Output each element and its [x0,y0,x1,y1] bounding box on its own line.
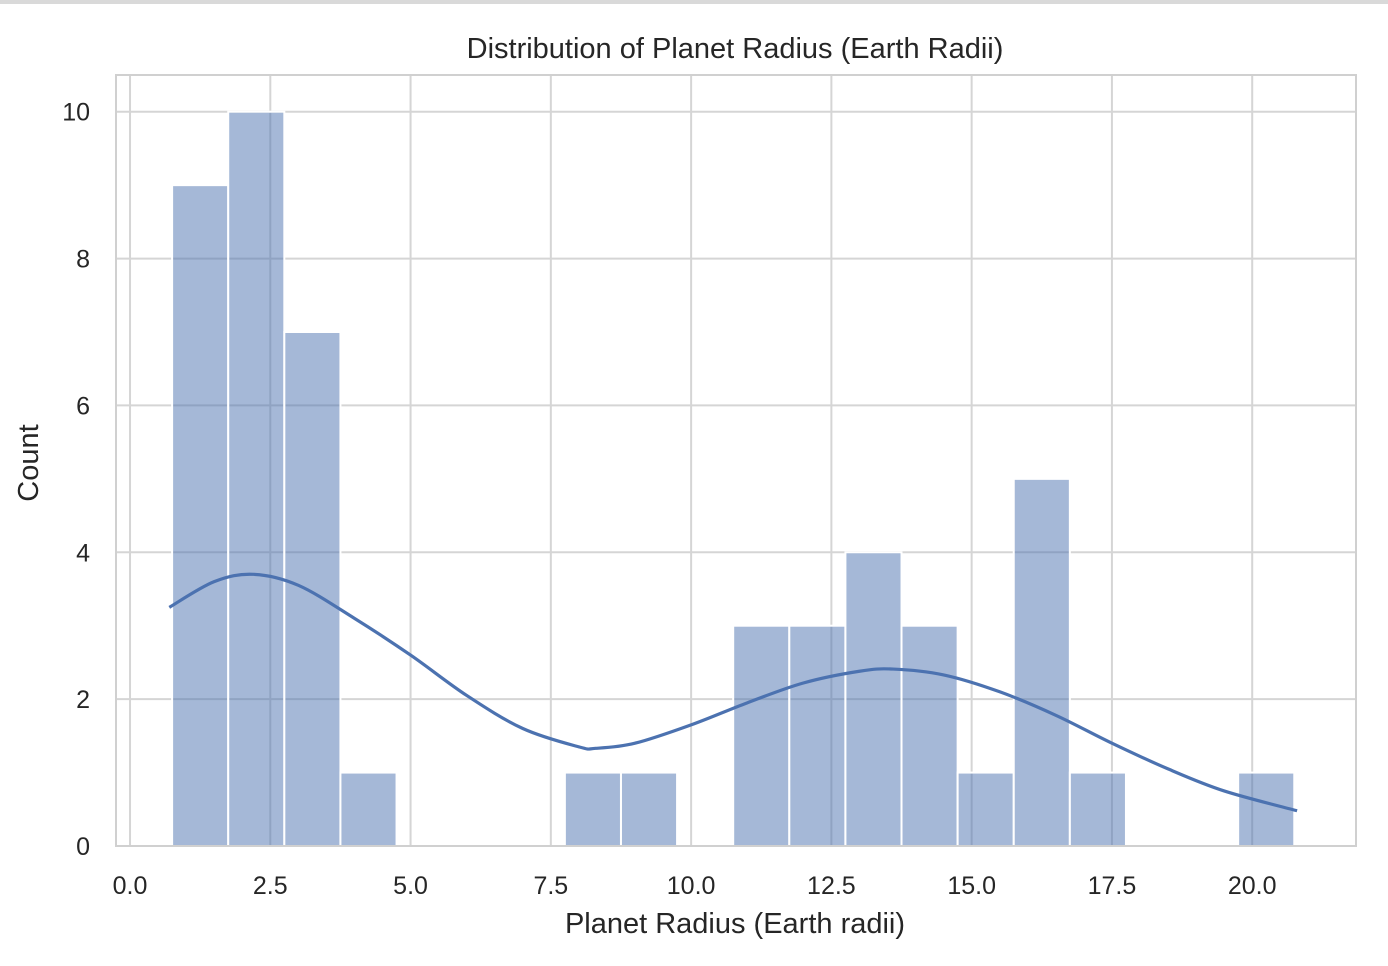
top-divider [0,0,1388,4]
x-tick-label: 2.5 [253,872,288,900]
x-tick-label: 0.0 [113,872,148,900]
histogram-bar [956,771,1015,847]
histogram-bar [227,110,286,847]
histogram-bar [1237,771,1296,847]
y-tick-labels: 0 2 4 6 8 10 [62,99,90,861]
histogram-bar [788,624,847,848]
plot-frame [115,74,1357,847]
histogram-bar [283,331,342,847]
x-tick-label: 15.0 [947,872,996,900]
chart-title: Distribution of Planet Radius (Earth Rad… [467,33,1004,65]
x-tick-label: 12.5 [807,872,856,900]
kde-curve [168,572,1298,813]
y-tick-label: 4 [76,539,90,567]
x-tick-label: 20.0 [1228,872,1277,900]
bars [171,110,1296,848]
y-tick-label: 10 [62,99,90,127]
histogram-bar [1012,477,1071,847]
kde-line [168,572,1298,813]
x-tick-label: 17.5 [1088,872,1137,900]
histogram-bar [844,551,903,847]
histogram-bar [563,771,622,847]
histogram-bar [171,184,230,847]
histogram-bar [900,624,959,848]
x-tick-labels: 0.0 2.5 5.0 7.5 10.0 12.5 15.0 17.5 20.0 [113,872,1277,900]
y-axis-label: Count [13,424,45,501]
y-tick-label: 8 [76,246,90,274]
y-tick-label: 2 [76,686,90,714]
x-tick-label: 10.0 [667,872,716,900]
histogram-bar [732,624,791,848]
x-axis-label: Planet Radius (Earth radii) [565,908,905,940]
y-tick-label: 0 [76,833,90,861]
histogram-bar [1068,771,1127,847]
x-tick-label: 7.5 [533,872,568,900]
histogram-bar [619,771,679,847]
y-tick-label: 6 [76,392,90,420]
histogram-bar [339,771,398,847]
x-tick-label: 5.0 [393,872,428,900]
